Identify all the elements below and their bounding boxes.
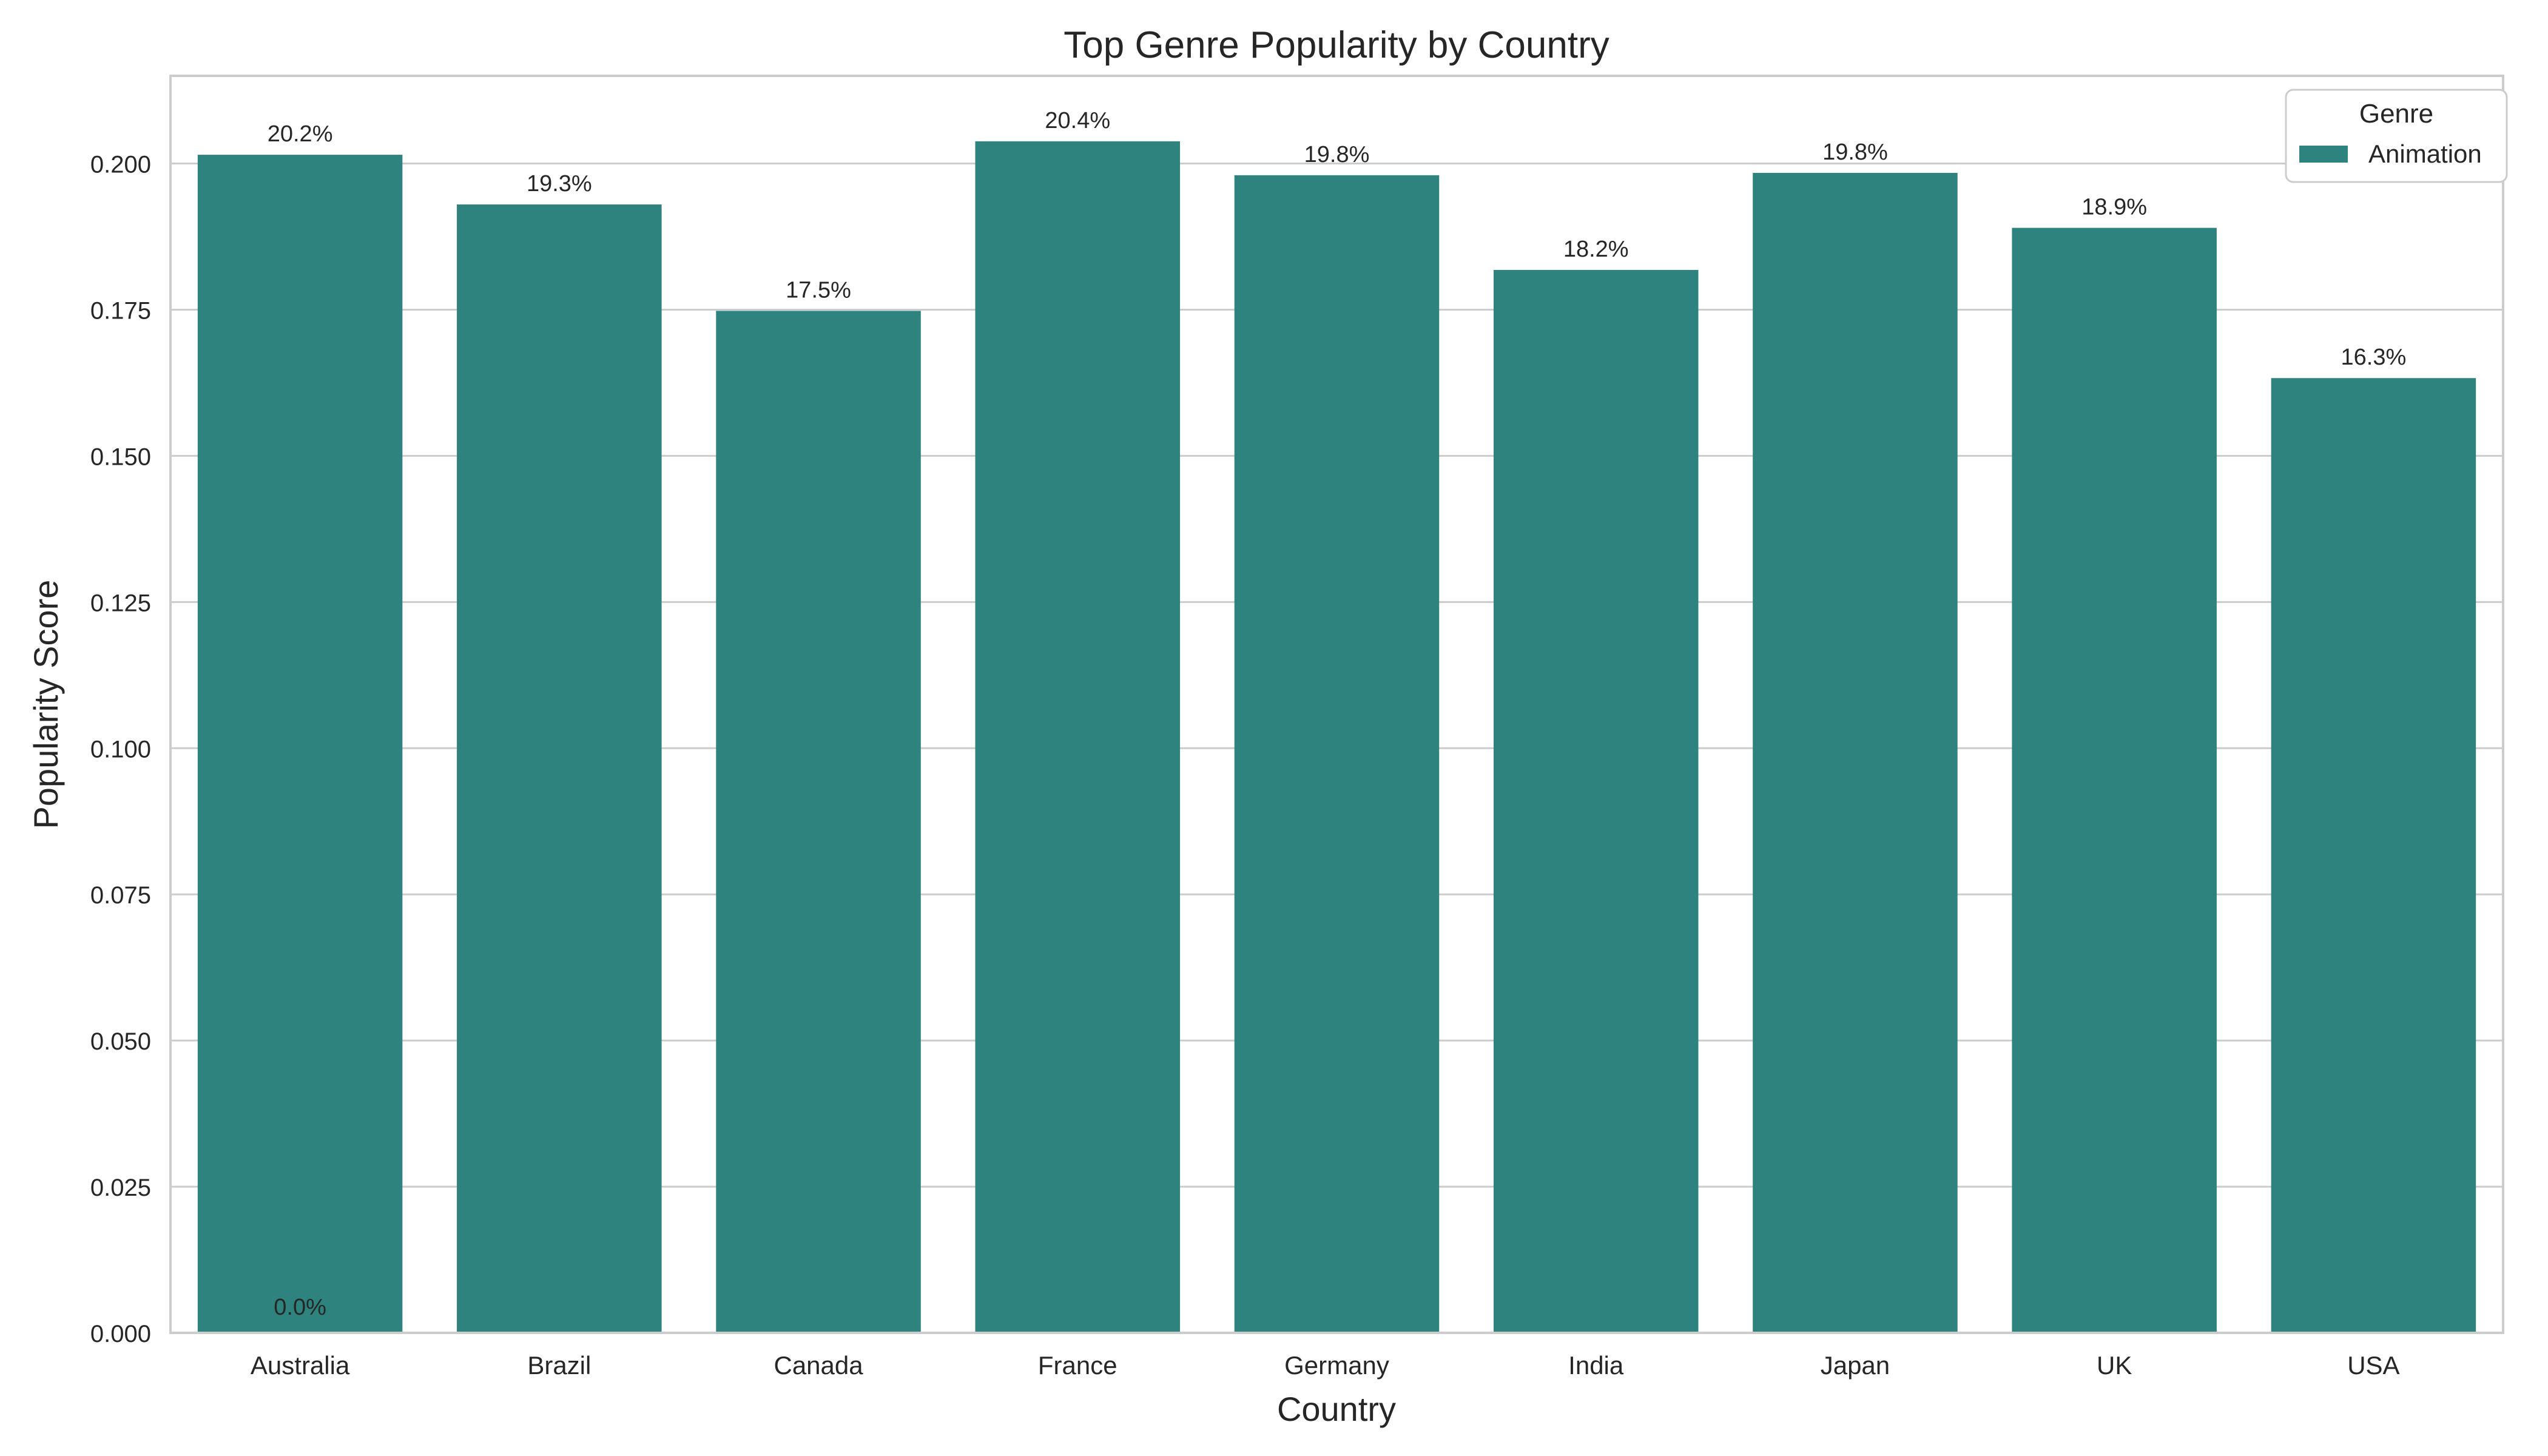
legend: Genre Animation	[2285, 89, 2508, 183]
data-label: 17.5%	[786, 277, 851, 303]
x-tick-label: UK	[2097, 1351, 2132, 1380]
y-tick-label: 0.125	[90, 590, 151, 616]
y-tick-label: 0.150	[90, 443, 151, 470]
x-tick-label: USA	[2347, 1351, 2399, 1380]
data-label: 19.8%	[1822, 140, 1888, 165]
bars	[197, 141, 2476, 1333]
bar	[716, 311, 921, 1333]
data-label: 20.4%	[1045, 108, 1110, 133]
y-tick-label: 0.100	[90, 736, 151, 763]
x-tick-label: France	[1038, 1351, 1117, 1380]
x-tick-label: Japan	[1821, 1351, 1890, 1380]
x-tick-label: Canada	[774, 1351, 863, 1380]
data-label-zero: 0.0%	[274, 1295, 326, 1320]
y-tick-label: 0.200	[90, 152, 151, 178]
y-tick-label: 0.025	[90, 1175, 151, 1201]
bar	[197, 155, 403, 1333]
bar	[2012, 228, 2217, 1333]
y-tick-label: 0.075	[90, 882, 151, 909]
data-labels: 20.2% 19.3% 17.5% 20.4% 19.8% 18.2% 19.8% 18.9%…	[268, 108, 2407, 1320]
chart-title: Top Genre Popularity by Country	[1063, 24, 1609, 66]
data-label: 18.9%	[2081, 195, 2147, 220]
y-axis-ticks: 0.000 0.025 0.050 0.075 0.100 0.125 0.150 0.175…	[90, 152, 151, 1347]
x-axis-ticks: Australia Brazil Canada France Germany India J…	[251, 1351, 2400, 1380]
bar	[457, 204, 662, 1333]
x-axis-label: Country	[1277, 1390, 1396, 1428]
bar	[1234, 175, 1440, 1333]
x-tick-label: Australia	[251, 1351, 350, 1380]
legend-swatch	[2299, 146, 2348, 163]
bar	[1753, 172, 1958, 1333]
bar	[2271, 378, 2476, 1333]
data-label: 18.2%	[1563, 237, 1629, 262]
bar	[975, 141, 1181, 1333]
data-label: 20.2%	[268, 121, 333, 147]
legend-entry-animation: Animation	[2368, 140, 2482, 168]
y-tick-label: 0.050	[90, 1028, 151, 1055]
y-tick-label: 0.175	[90, 297, 151, 324]
y-tick-label: 0.000	[90, 1321, 151, 1347]
data-label: 19.8%	[1304, 142, 1370, 167]
y-axis-label: Popularity Score	[27, 580, 65, 829]
x-tick-label: Germany	[1284, 1351, 1389, 1380]
plot-frame	[169, 75, 2504, 1334]
x-tick-label: India	[1568, 1351, 1624, 1380]
data-label: 16.3%	[2341, 345, 2407, 370]
data-label: 19.3%	[527, 171, 592, 197]
x-tick-label: Brazil	[527, 1351, 591, 1380]
bar	[1493, 269, 1699, 1333]
legend-title: Genre	[2359, 99, 2433, 129]
